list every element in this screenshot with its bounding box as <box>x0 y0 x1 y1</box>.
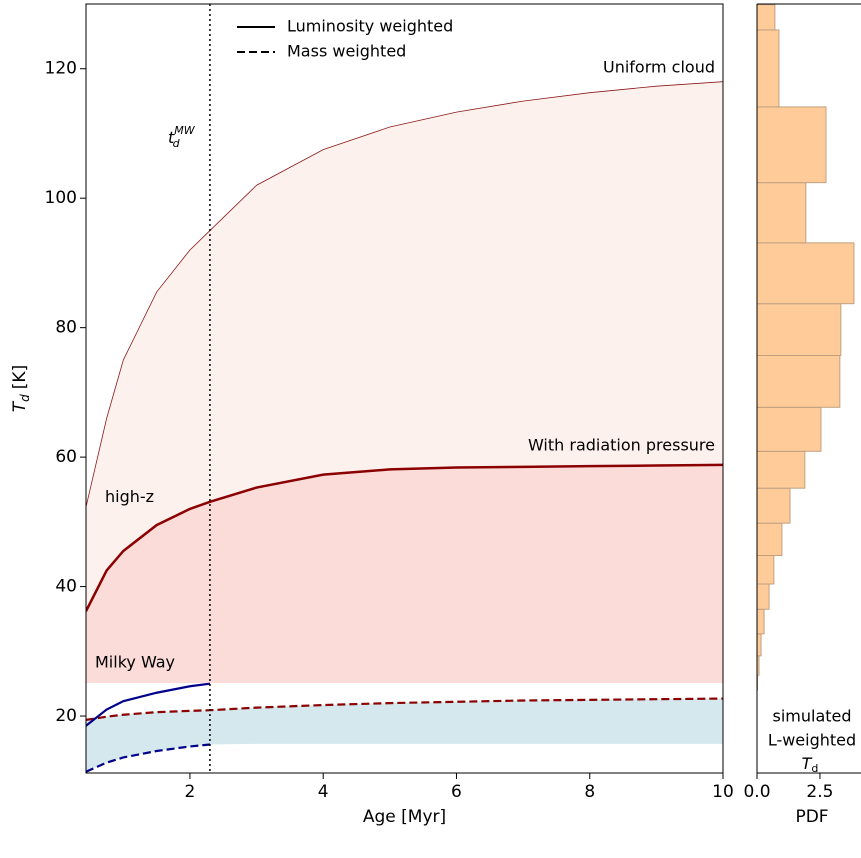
x-tick-label: 8 <box>584 782 595 802</box>
series-line <box>86 463 723 612</box>
histogram-bar <box>756 406 822 452</box>
histogram-bar <box>756 608 765 635</box>
annotation-text: high-z <box>105 487 154 506</box>
histogram-bar <box>756 106 827 184</box>
y-tick-label: 60 <box>55 447 77 467</box>
series-label: Milky Way <box>95 653 175 672</box>
y-tick-label: 20 <box>55 706 77 726</box>
x-tick-label: 2.5 <box>806 782 833 802</box>
y-tick-label: 100 <box>45 188 77 208</box>
x-tick-label: 0.0 <box>743 782 770 802</box>
annotation-subscript: d <box>173 137 181 150</box>
series-line <box>86 682 211 727</box>
histogram-bar <box>756 633 762 657</box>
annotation: L-weighted <box>768 731 856 750</box>
x-axis-label: PDF <box>795 807 828 827</box>
x-tick-label: 10 <box>712 782 734 802</box>
annotation: Td <box>802 754 819 776</box>
annotation: tMW d <box>168 124 196 150</box>
series-label: With radiation pressure <box>528 436 715 455</box>
series-line <box>86 697 723 722</box>
annotation: high-z <box>105 487 154 506</box>
annotation-superscript: MW <box>174 124 195 137</box>
y-label-unit: [K] <box>10 365 30 389</box>
histogram-bar <box>756 29 780 108</box>
annotation: simulated <box>772 707 851 726</box>
annotation-subscript: d <box>811 762 818 775</box>
histogram-bar <box>756 242 855 305</box>
series-line <box>86 743 211 773</box>
annotation-symbol: T <box>802 754 813 773</box>
x-axis-label: Age [Myr] <box>363 807 446 827</box>
histogram-bar <box>756 450 806 489</box>
shaded-band <box>86 698 723 772</box>
legend-label: Mass weighted <box>287 42 406 61</box>
histogram-bar <box>756 4 776 31</box>
histogram-bar <box>756 182 807 244</box>
histogram-bar <box>756 354 841 408</box>
histogram-bar <box>756 487 791 524</box>
histogram-bar <box>756 555 775 585</box>
histogram-bar <box>756 522 783 557</box>
y-tick-label: 40 <box>55 577 77 597</box>
y-tick-label: 80 <box>55 318 77 338</box>
y-tick-label: 120 <box>45 59 77 79</box>
y-label-symbol: T <box>10 400 30 412</box>
annotation-text: t <box>168 128 175 147</box>
axes-frame <box>85 3 724 774</box>
series-label: Uniform cloud <box>603 58 715 77</box>
x-tick-label: 6 <box>451 782 462 802</box>
y-axis-label: Td [K] <box>10 365 32 412</box>
plot-area <box>86 81 723 773</box>
series-line <box>86 81 723 508</box>
x-tick-label: 4 <box>318 782 329 802</box>
legend-label: Luminosity weighted <box>287 17 453 36</box>
histogram-bar <box>756 583 770 610</box>
histogram-bar <box>756 303 842 356</box>
y-label-subscript: d <box>18 394 32 402</box>
x-tick-label: 2 <box>185 782 196 802</box>
shaded-band <box>86 464 723 684</box>
